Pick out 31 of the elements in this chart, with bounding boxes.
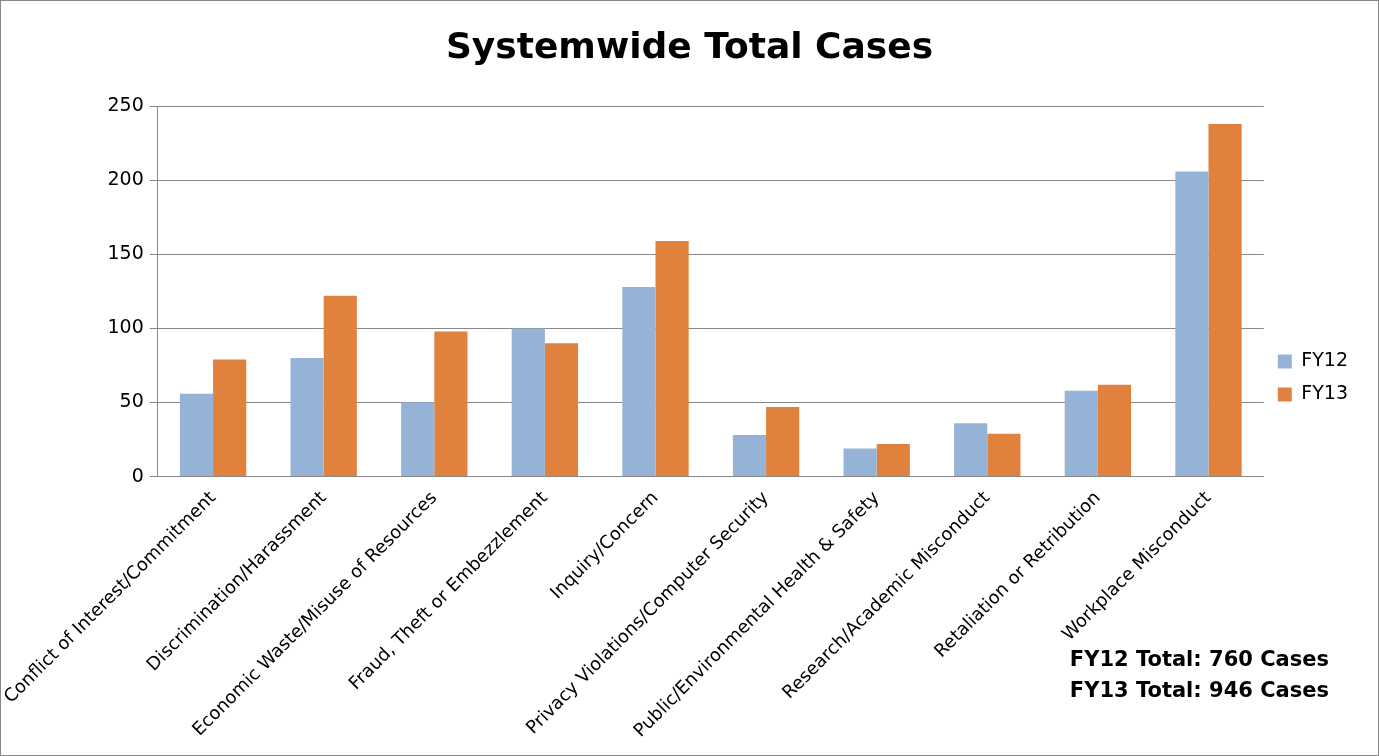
bar — [511, 328, 545, 477]
bar — [323, 295, 357, 477]
bar — [544, 343, 579, 477]
bar — [1097, 384, 1132, 477]
bar — [843, 448, 877, 477]
bar — [290, 358, 324, 477]
bar — [213, 359, 247, 477]
y-tick-label: 150 — [107, 241, 144, 264]
y-tick-label: 50 — [119, 389, 144, 412]
bar — [1064, 390, 1098, 477]
bar — [954, 423, 988, 477]
bar — [401, 402, 435, 477]
bar — [732, 435, 767, 477]
legend-label: FY12 — [1301, 348, 1349, 371]
bar — [1208, 123, 1242, 477]
bar — [1175, 171, 1209, 477]
text: FY13 Total: 946 Cases — [1069, 678, 1329, 703]
legend-label: FY13 — [1301, 381, 1349, 404]
bar — [655, 241, 689, 477]
chart-title: Systemwide Total Cases — [445, 24, 934, 66]
bar — [766, 406, 800, 477]
bar — [987, 433, 1021, 477]
bar — [622, 286, 656, 477]
bar — [876, 444, 910, 477]
y-tick-label: 200 — [107, 167, 144, 190]
y-tick-label: 250 — [107, 93, 144, 116]
y-tick-label: 0 — [131, 463, 144, 486]
y-tick-label: 100 — [107, 315, 144, 338]
bar — [179, 393, 214, 477]
text: FY12 Total: 760 Cases — [1069, 647, 1329, 672]
bar — [434, 331, 468, 477]
